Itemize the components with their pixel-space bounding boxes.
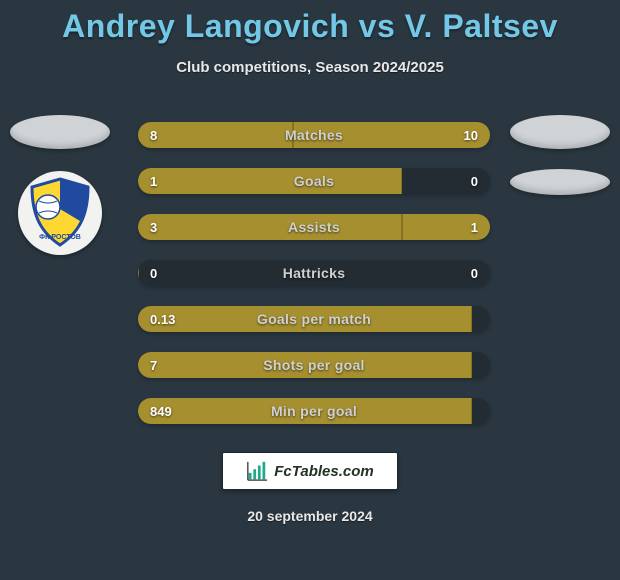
bar-right-fill xyxy=(402,214,490,240)
svg-text:ФК РОСТОВ: ФК РОСТОВ xyxy=(39,234,81,241)
bar-left-fill xyxy=(138,168,402,194)
stat-row: 849Min per goal xyxy=(138,398,490,424)
bar-left-fill xyxy=(138,352,472,378)
stat-row: 0.13Goals per match xyxy=(138,306,490,332)
player2-avatar-placeholder xyxy=(510,115,610,149)
stat-row: 00Hattricks xyxy=(138,260,490,286)
player1-avatar-placeholder xyxy=(10,115,110,149)
footer-brand-text: FcTables.com xyxy=(274,463,373,480)
stat-row: 10Goals xyxy=(138,168,490,194)
vs-text: vs xyxy=(359,8,396,44)
bar-left-fill xyxy=(138,306,472,332)
player2-name: V. Paltsev xyxy=(405,8,558,44)
player1-column: ФК РОСТОВ xyxy=(10,115,110,255)
bar-left-fill xyxy=(138,214,402,240)
bar-left-fill xyxy=(138,260,139,286)
stat-bars-container: 810Matches 10Goals 31Assists 00Hattricks 0.1… xyxy=(138,122,490,444)
bar-track xyxy=(138,260,490,286)
bar-left-fill xyxy=(138,398,472,424)
bar-chart-icon xyxy=(246,460,268,482)
stat-row: 7Shots per goal xyxy=(138,352,490,378)
player1-club-badge: ФК РОСТОВ xyxy=(18,171,102,255)
stat-row: 810Matches xyxy=(138,122,490,148)
bar-left-fill xyxy=(138,122,293,148)
subtitle: Club competitions, Season 2024/2025 xyxy=(0,59,620,76)
footer-date: 20 september 2024 xyxy=(0,508,620,524)
stat-row: 31Assists xyxy=(138,214,490,240)
bar-right-fill xyxy=(293,122,490,148)
footer-brand-badge: FcTables.com xyxy=(222,452,398,490)
player1-name: Andrey Langovich xyxy=(62,8,349,44)
comparison-title: Andrey Langovich vs V. Paltsev xyxy=(0,0,620,45)
player2-column xyxy=(510,115,610,195)
player2-club-placeholder xyxy=(510,169,610,195)
